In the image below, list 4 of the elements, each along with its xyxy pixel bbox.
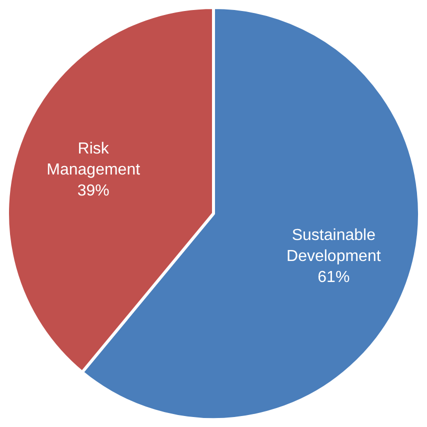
slice-label: Risk Management [46,140,141,179]
slice-label: Sustainable Development [286,227,382,266]
data-label: 61% [318,269,350,286]
data-label: 39% [77,182,110,200]
